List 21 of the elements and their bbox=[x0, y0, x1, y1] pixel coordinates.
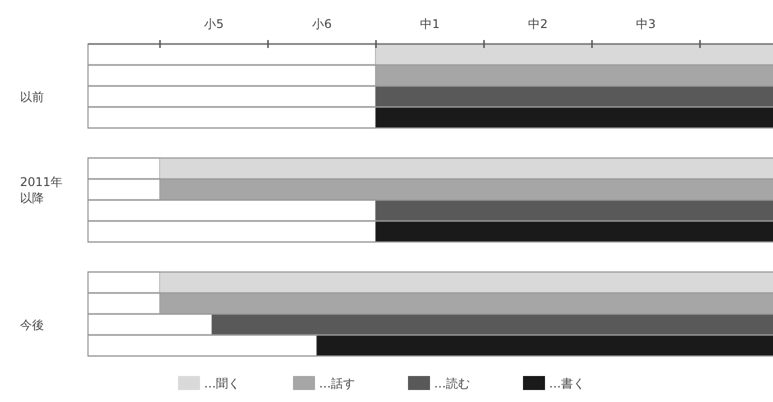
legend-label: …書く bbox=[549, 376, 585, 390]
bar bbox=[160, 158, 773, 179]
bar bbox=[376, 221, 773, 242]
legend-label: …読む bbox=[434, 376, 470, 390]
bar bbox=[212, 314, 773, 335]
text: 中2 bbox=[528, 17, 548, 31]
bar bbox=[316, 335, 773, 356]
y-tick-label: 2011年以降 bbox=[20, 174, 64, 206]
text: 小6 bbox=[312, 17, 332, 31]
bar bbox=[376, 107, 773, 128]
bar bbox=[376, 44, 773, 65]
legend-label: …話す bbox=[319, 376, 355, 390]
y-tick-label: 今後 bbox=[20, 316, 45, 332]
legend-label: …聞く bbox=[204, 376, 240, 390]
text: 小5 bbox=[204, 17, 224, 31]
text: 中3 bbox=[636, 17, 656, 31]
text: 中1 bbox=[420, 17, 440, 31]
y-tick-label: 以前 bbox=[20, 88, 45, 104]
bar bbox=[376, 200, 773, 221]
bar bbox=[160, 272, 773, 293]
bar bbox=[376, 86, 773, 107]
